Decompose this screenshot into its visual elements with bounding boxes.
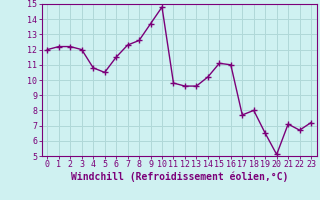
X-axis label: Windchill (Refroidissement éolien,°C): Windchill (Refroidissement éolien,°C) <box>70 172 288 182</box>
